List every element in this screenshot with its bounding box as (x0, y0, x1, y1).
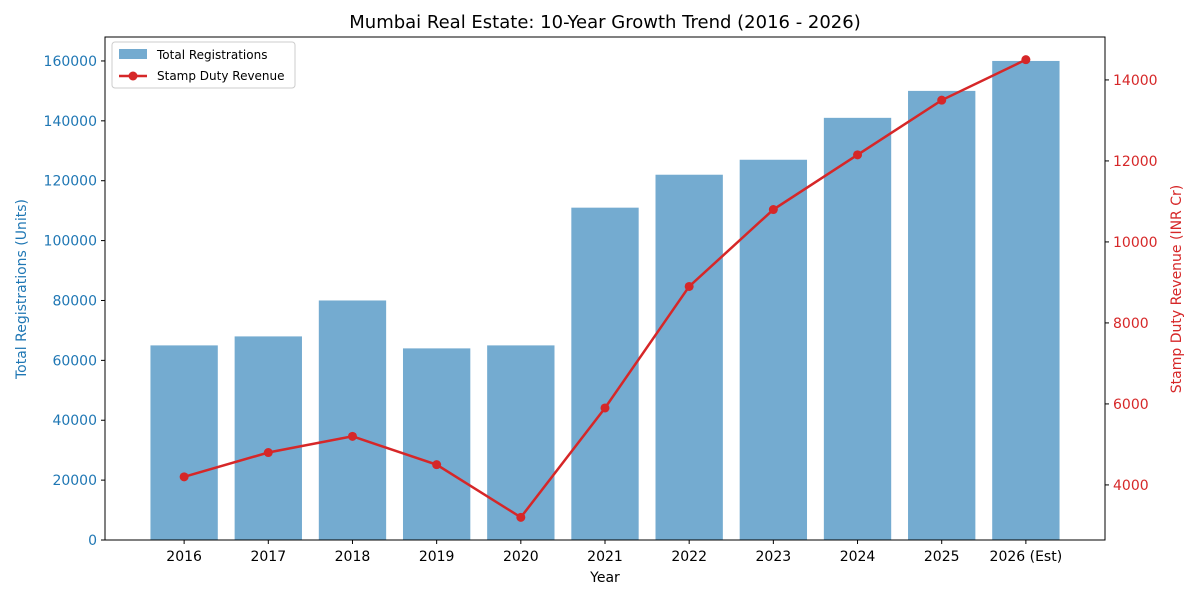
bar-2016 (150, 345, 218, 540)
y-left-tick-label: 120000 (44, 174, 97, 190)
y-left-tick-label: 100000 (44, 234, 97, 250)
y-right-tick-label: 12000 (1113, 154, 1158, 170)
y-left-tick-label: 40000 (52, 413, 97, 429)
point-2016 (179, 472, 189, 482)
bar-2023 (739, 159, 808, 540)
bar-2024 (823, 117, 892, 540)
x-tick-label: 2024 (840, 549, 876, 565)
x-tick-label: 2026 (Est) (990, 549, 1063, 565)
x-tick-label: 2017 (250, 549, 286, 565)
y-left-tick-label: 60000 (52, 353, 97, 369)
point-2025 (937, 95, 947, 105)
point-2024 (853, 150, 863, 160)
bar-2020 (487, 345, 555, 540)
point-2017 (263, 448, 273, 458)
legend-label-line: Stamp Duty Revenue (157, 69, 285, 83)
point-2018 (347, 431, 357, 441)
y-right-tick-label: 4000 (1113, 478, 1149, 494)
y-right-tick-label: 6000 (1113, 397, 1149, 413)
x-tick-label: 2020 (503, 549, 539, 565)
bar-2019 (402, 348, 471, 540)
x-tick-label: 2025 (924, 549, 960, 565)
x-tick-label: 2022 (671, 549, 707, 565)
bar-2025 (908, 90, 976, 541)
point-2026 (Est) (1021, 55, 1031, 65)
y-right-tick-label: 8000 (1113, 316, 1149, 332)
x-tick-label: 2021 (587, 549, 623, 565)
y-left-tick-label: 0 (88, 533, 97, 549)
legend-label-bars: Total Registrations (156, 48, 267, 62)
point-2019 (432, 460, 442, 470)
y-right-tick-label: 10000 (1113, 235, 1158, 251)
x-tick-label: 2018 (335, 549, 371, 565)
legend-marker-line (128, 71, 138, 81)
legend-swatch-bars (119, 49, 147, 59)
bar-2022 (655, 174, 723, 540)
point-2023 (768, 205, 778, 215)
point-2021 (600, 403, 610, 413)
y-left-tick-label: 160000 (44, 54, 97, 70)
x-axis-label: Year (589, 570, 620, 586)
legend: Total Registrations Stamp Duty Revenue (111, 41, 296, 89)
y-left-tick-label: 140000 (44, 114, 97, 130)
x-tick-label: 2019 (419, 549, 455, 565)
point-2020 (516, 512, 526, 522)
bar-2017 (234, 336, 302, 540)
y-left-tick-label: 80000 (52, 293, 97, 309)
x-tick-label: 2016 (166, 549, 202, 565)
chart-title: Mumbai Real Estate: 10-Year Growth Trend… (349, 12, 861, 33)
y-left-tick-label: 20000 (52, 473, 97, 489)
point-2022 (684, 281, 694, 291)
y-right-tick-label: 14000 (1113, 73, 1158, 89)
x-tick-label: 2023 (756, 549, 792, 565)
y-axis-label-right: Stamp Duty Revenue (INR Cr) (1169, 185, 1185, 393)
y-axis-label-left: Total Registrations (Units) (14, 199, 30, 380)
bar-2026 (Est) (992, 60, 1060, 540)
bar-2018 (318, 300, 387, 540)
